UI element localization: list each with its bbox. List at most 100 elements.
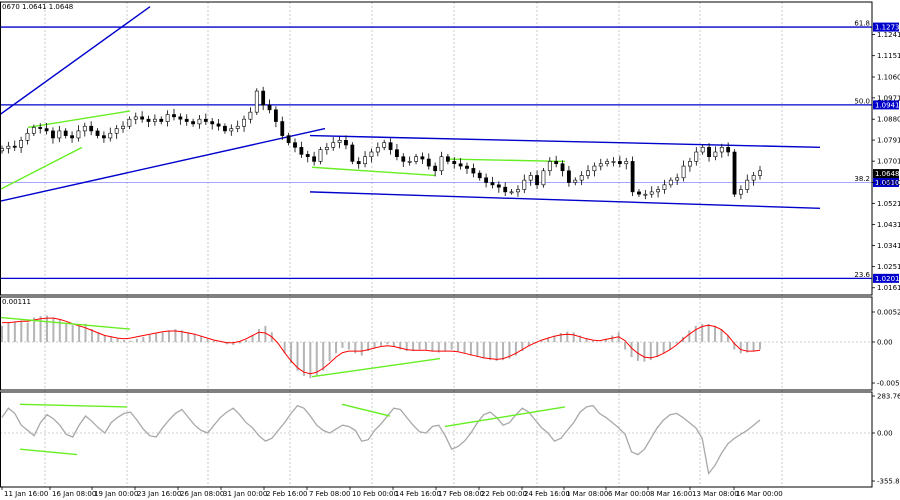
candle-body-33 xyxy=(210,121,215,125)
candle-body-44 xyxy=(280,121,285,136)
fib-box-label-23.6: 1.0201 xyxy=(875,275,900,283)
fib-box-61.8 xyxy=(873,22,899,32)
x-tick-label-5: 31 Jan 00:00 xyxy=(223,490,267,498)
trendline-4 xyxy=(27,110,131,129)
candle-body-13 xyxy=(82,125,87,132)
candle-body-19 xyxy=(121,125,125,129)
candle-body-45 xyxy=(286,135,291,143)
candle-body-98 xyxy=(624,161,629,165)
candle-body-75 xyxy=(477,172,482,179)
fib-box-label-50.0: 1.0941 xyxy=(875,101,900,109)
price-tick-label-12: 1.0161 xyxy=(877,284,900,292)
candle-body-101 xyxy=(643,193,648,196)
candle-body-65 xyxy=(414,156,418,162)
candle-body-62 xyxy=(395,149,399,158)
candle-body-23 xyxy=(146,118,151,122)
fib-tag-50.0: 50.0 xyxy=(854,97,870,105)
candle-body-11 xyxy=(70,135,74,139)
fib-box-23.6 xyxy=(873,273,899,283)
x-tick-label-13: 1 Mar 08:00 xyxy=(566,490,608,498)
candle-body-70 xyxy=(445,156,450,162)
candle-body-110 xyxy=(700,147,705,153)
candle-body-46 xyxy=(293,142,297,148)
candle-body-25 xyxy=(159,118,164,122)
candle-body-3 xyxy=(19,139,24,148)
x-tick-label-0: 11 Jan 16:00 xyxy=(4,490,48,498)
candle-body-97 xyxy=(617,161,622,165)
candle-body-29 xyxy=(184,118,189,122)
x-tick-label-16: 13 Mar 08:00 xyxy=(692,490,739,498)
macd-divergence-1 xyxy=(311,357,441,378)
price-tick-label-11: 1.0251 xyxy=(877,263,900,271)
candle-body-48 xyxy=(305,154,310,158)
x-tick-label-1: 16 Jan 08:00 xyxy=(52,490,96,498)
candle-body-39 xyxy=(248,111,253,120)
candle-body-117 xyxy=(745,179,750,190)
candle-body-15 xyxy=(95,130,100,136)
cci-tick-label-2: -355.880 xyxy=(877,478,900,486)
candle-body-34 xyxy=(216,123,221,127)
candle-body-56 xyxy=(356,161,361,165)
candle-body-106 xyxy=(675,177,680,181)
candle-body-80 xyxy=(509,191,514,194)
candle-body-87 xyxy=(554,161,559,165)
fib-box-label-38.2: 1.0610 xyxy=(875,179,900,187)
x-tick-label-14: 6 Mar 00:00 xyxy=(608,490,650,498)
candle-body-116 xyxy=(738,189,743,195)
candle-body-42 xyxy=(267,104,272,111)
macd-divergence-0 xyxy=(0,316,131,330)
candle-body-36 xyxy=(229,128,234,132)
candle-body-53 xyxy=(337,139,342,143)
candle-body-108 xyxy=(688,161,692,167)
macd-tick-label-0: 0.00526 xyxy=(877,309,900,317)
candle-body-73 xyxy=(465,165,469,169)
x-tick-label-8: 10 Feb 00:00 xyxy=(352,490,398,498)
macd-frame xyxy=(0,296,873,391)
candle-body-57 xyxy=(363,156,367,165)
x-tick-label-17: 16 Mar 00:00 xyxy=(736,490,783,498)
candle-body-113 xyxy=(719,147,724,153)
fib-tag-38.2: 38.2 xyxy=(854,175,870,183)
panel-frames xyxy=(0,1,873,488)
candle-body-118 xyxy=(751,175,756,181)
price-tick-label-5: 1.0791 xyxy=(877,137,900,145)
price-tick-label-10: 1.0341 xyxy=(877,242,900,250)
candle-body-104 xyxy=(662,184,667,190)
candle-body-24 xyxy=(152,118,157,122)
candle-body-27 xyxy=(172,114,176,118)
price-tick-label-8: 1.0521 xyxy=(877,200,900,208)
candle-body-60 xyxy=(382,142,387,148)
x-tick-label-9: 14 Feb 16:00 xyxy=(395,490,441,498)
candle-body-18 xyxy=(114,128,119,134)
candle-body-49 xyxy=(312,156,317,162)
fib-box-50.0 xyxy=(873,100,899,110)
candle-body-61 xyxy=(388,142,393,150)
candle-body-22 xyxy=(140,116,145,120)
cci-divergence-0 xyxy=(19,403,128,408)
candle-body-103 xyxy=(656,189,660,193)
candle-body-102 xyxy=(649,191,654,195)
price-tick-label-3: 1.0971 xyxy=(877,94,900,102)
candle-body-112 xyxy=(713,151,718,158)
trendline-2 xyxy=(309,134,821,149)
price-tick-label-9: 1.0431 xyxy=(877,221,900,229)
candle-body-10 xyxy=(63,130,68,136)
candle-body-115 xyxy=(732,151,737,195)
x-tick-label-12: 24 Feb 16:00 xyxy=(524,490,570,498)
candle-body-109 xyxy=(694,151,699,162)
candle-body-82 xyxy=(522,179,527,190)
price-tick-label-0: 1.1241 xyxy=(877,31,900,39)
price-tick-label-7: 1.0610 xyxy=(877,179,900,187)
candle-body-64 xyxy=(407,161,412,163)
candle-body-50 xyxy=(318,149,323,162)
cci-tick-label-1: 0.00 xyxy=(877,430,893,438)
candle-body-52 xyxy=(331,142,336,148)
candle-body-114 xyxy=(726,147,731,153)
x-tick-label-7: 7 Feb 08:00 xyxy=(309,490,350,498)
candle-body-41 xyxy=(261,90,266,106)
candle-body-84 xyxy=(535,175,539,186)
candle-body-37 xyxy=(235,125,240,129)
candle-body-71 xyxy=(452,161,457,165)
cci-tick-label-0: 283.7669 xyxy=(877,393,900,401)
